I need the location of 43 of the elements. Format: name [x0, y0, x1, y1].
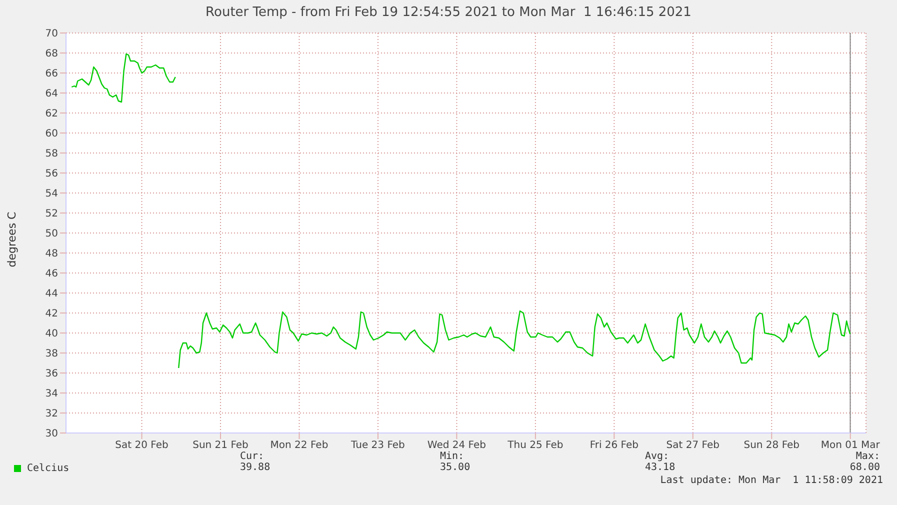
y-tick-label: 46: [45, 268, 58, 280]
y-tick-label: 52: [45, 208, 58, 220]
y-tick-label: 50: [45, 228, 58, 240]
x-tick-label: Sun 28 Feb: [744, 440, 800, 452]
y-tick-label: 60: [45, 128, 58, 140]
y-tick-label: 38: [45, 348, 58, 360]
y-tick-label: 40: [45, 328, 58, 340]
y-tick-label: 34: [45, 388, 58, 400]
y-tick-label: 56: [45, 168, 58, 180]
legend-label: Celcius: [26, 463, 70, 474]
y-tick-label: 42: [45, 308, 58, 320]
y-tick-label: 32: [45, 408, 58, 420]
x-tick-label: Mon 22 Feb: [270, 440, 328, 452]
text: 39.88: [240, 462, 272, 473]
text: 35.00: [440, 462, 472, 473]
chart-title: Router Temp - from Fri Feb 19 12:54:55 2021 to Mon Mar 1 16:46:15 2021: [204, 5, 692, 20]
y-tick-label: 48: [45, 248, 58, 260]
y-tick-label: 54: [45, 188, 58, 200]
text: Cur:: [240, 451, 266, 462]
x-tick-label: Fri 26 Feb: [590, 440, 639, 452]
y-tick-label: 58: [45, 148, 58, 160]
x-tick-label: Mon 01 Mar: [820, 440, 881, 452]
y-tick-label: 44: [45, 288, 58, 300]
text: Last update: Mon Mar 1 11:58:09 2021: [660, 475, 883, 486]
y-tick-label: 70: [45, 28, 58, 40]
y-tick-label: 62: [45, 108, 58, 120]
x-tick-label: Thu 25 Feb: [506, 440, 564, 452]
x-tick-label: Sat 20 Feb: [115, 440, 168, 452]
text: 68.00: [848, 462, 880, 473]
x-tick-label: Wed 24 Feb: [427, 440, 486, 452]
x-tick-label: Sat 27 Feb: [666, 440, 720, 452]
text: Min:: [440, 451, 466, 462]
y-tick-label: 64: [45, 88, 58, 100]
y-tick-label: 68: [45, 48, 58, 60]
x-tick-label: Tue 23 Feb: [350, 440, 405, 452]
x-tick-label: Sun 21 Feb: [192, 440, 248, 452]
text: Max:: [854, 451, 880, 462]
y-tick-label: 30: [45, 428, 58, 440]
text: Avg:: [645, 451, 670, 462]
y-tick-label: 36: [45, 368, 58, 380]
text: 43.18: [645, 462, 676, 473]
y-axis-title: degrees C: [6, 210, 18, 270]
y-tick-label: 66: [45, 68, 58, 80]
